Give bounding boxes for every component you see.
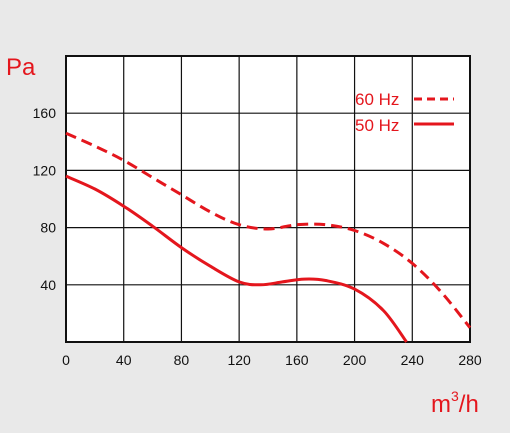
plot-area [65,55,471,343]
y-tick-label: 160 [33,105,57,121]
x-axis-label-base: m [431,391,451,418]
y-tick-label: 40 [40,277,56,293]
series-line-50hz [65,174,408,343]
curves [65,131,472,343]
x-tick-label: 0 [62,352,70,368]
x-tick-label: 120 [227,352,251,368]
grid [66,56,470,342]
x-tick-label: 240 [401,352,425,368]
x-axis-label: m3/h [431,388,479,418]
x-tick-label: 280 [458,352,482,368]
legend: 60 Hz 50 Hz [355,90,454,135]
x-tick-labels: 0 40 80 120 160 200 240 280 [62,352,482,368]
x-tick-label: 40 [116,352,132,368]
x-axis-label-tail: /h [459,391,479,418]
y-tick-labels: 40 80 120 160 [33,105,57,293]
legend-label-60hz: 60 Hz [355,90,399,109]
x-tick-label: 80 [174,352,190,368]
y-tick-label: 80 [40,220,56,236]
x-tick-label: 200 [343,352,367,368]
x-axis-label-sup: 3 [451,388,459,404]
x-tick-label: 160 [285,352,309,368]
y-axis-label: Pa [6,54,36,81]
legend-label-50hz: 50 Hz [355,116,399,135]
series-line-60hz [65,131,472,329]
y-tick-label: 120 [33,162,57,178]
